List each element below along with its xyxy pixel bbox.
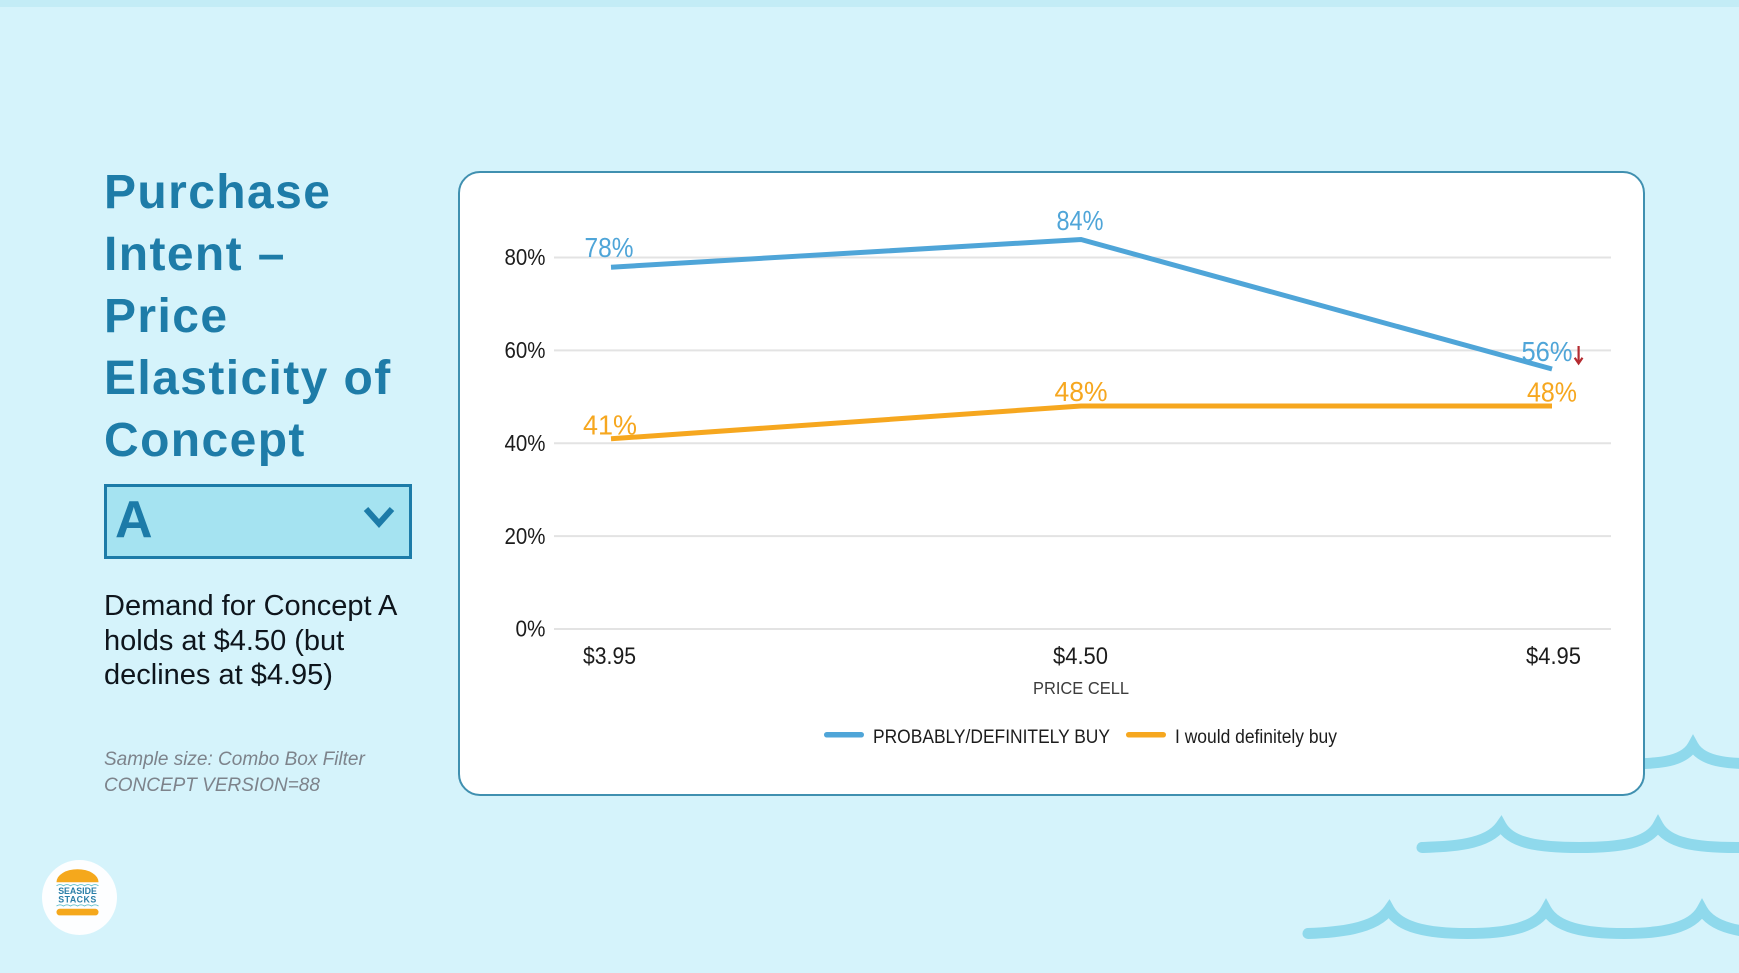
svg-text:STACKS: STACKS xyxy=(58,895,97,905)
svg-text:0%: 0% xyxy=(516,616,546,642)
svg-text:56%: 56% xyxy=(1522,336,1573,367)
svg-text:SEASIDE: SEASIDE xyxy=(58,886,97,896)
svg-text:48%: 48% xyxy=(1527,377,1577,408)
svg-text:$4.95: $4.95 xyxy=(1526,643,1581,670)
svg-text:PROBABLY/DEFINITELY BUY: PROBABLY/DEFINITELY BUY xyxy=(873,727,1110,748)
svg-text:$4.50: $4.50 xyxy=(1053,643,1108,670)
svg-text:60%: 60% xyxy=(505,337,546,363)
svg-text:84%: 84% xyxy=(1057,205,1104,236)
svg-text:41%: 41% xyxy=(583,410,637,441)
svg-text:40%: 40% xyxy=(505,430,546,456)
svg-text:20%: 20% xyxy=(505,523,546,549)
svg-text:48%: 48% xyxy=(1055,376,1108,407)
svg-text:I would definitely buy: I would definitely buy xyxy=(1175,727,1337,748)
svg-text:78%: 78% xyxy=(585,232,634,263)
svg-text:PRICE CELL: PRICE CELL xyxy=(1033,678,1129,698)
svg-text:80%: 80% xyxy=(505,244,546,270)
svg-text:$3.95: $3.95 xyxy=(583,643,636,670)
